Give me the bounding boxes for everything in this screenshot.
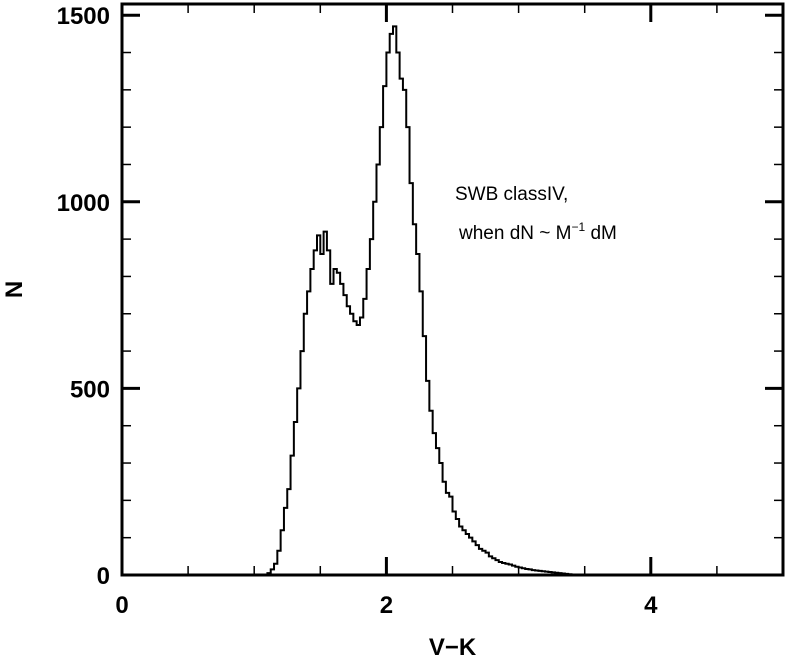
annotation-line-2-pre: when dN ~ M <box>458 223 571 244</box>
annotation-line-2-sup: −1 <box>571 220 585 234</box>
x-tick-label: 4 <box>644 592 658 619</box>
y-tick-label: 1000 <box>57 190 110 217</box>
tick-labels: 0 2 4 0 500 1000 1500 <box>57 3 659 619</box>
y-tick-label: 1500 <box>57 3 110 30</box>
y-tick-label: 500 <box>70 376 110 403</box>
x-axis-label: V−K <box>429 634 477 660</box>
annotation-line-2: when dN ~ M−1 dM <box>458 220 617 244</box>
y-axis-label: N <box>1 281 28 298</box>
y-tick-label: 0 <box>97 563 110 590</box>
x-tick-label: 0 <box>115 592 128 619</box>
minor-ticks <box>122 4 783 575</box>
plot-frame <box>120 2 785 577</box>
histogram-series <box>266 25 576 576</box>
major-ticks <box>120 4 783 577</box>
annotation-line-2-post: dM <box>585 223 617 244</box>
annotation-line-1: SWB classIV, <box>455 184 568 205</box>
x-tick-label: 2 <box>380 592 393 619</box>
